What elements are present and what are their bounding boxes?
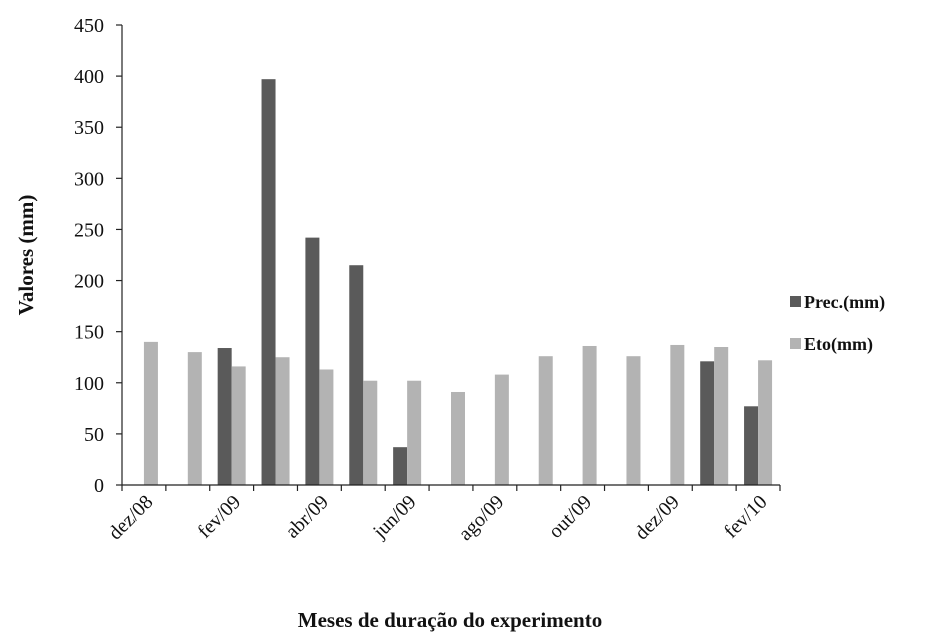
y-tick-label: 350 bbox=[74, 117, 104, 139]
y-tick-label: 450 bbox=[74, 15, 104, 37]
x-axis-title: Meses de duração do experimento bbox=[298, 608, 602, 632]
y-axis: 0 50 100 150 200 250 300 350 400 450 bbox=[74, 15, 123, 497]
bar-eto bbox=[626, 356, 641, 485]
bar-eto bbox=[319, 369, 334, 485]
x-tick-label: fev/10 bbox=[720, 491, 772, 543]
y-tick-label: 100 bbox=[74, 373, 104, 395]
y-tick-label: 50 bbox=[84, 424, 104, 446]
x-axis: dez/08 fev/09 abr/09 jun/09 ago/09 out/09 dez/… bbox=[104, 484, 781, 545]
bar-prec bbox=[744, 406, 759, 485]
x-tick-label: abr/09 bbox=[281, 491, 333, 543]
bar-eto bbox=[187, 352, 202, 485]
bar-prec bbox=[217, 348, 232, 485]
bar-prec bbox=[349, 265, 364, 485]
bar-eto bbox=[582, 345, 597, 485]
bar-eto bbox=[451, 391, 465, 485]
x-tick-label: jun/09 bbox=[368, 491, 420, 543]
legend-swatch bbox=[790, 296, 801, 307]
y-tick-label: 300 bbox=[74, 168, 104, 190]
bar-eto bbox=[363, 380, 378, 485]
bar-prec bbox=[261, 79, 276, 485]
x-tick-label: out/09 bbox=[544, 491, 596, 543]
bar-eto bbox=[143, 341, 158, 485]
x-tick-label: ago/09 bbox=[454, 491, 508, 545]
bar-prec bbox=[700, 361, 715, 485]
bars bbox=[143, 79, 773, 485]
bar-eto bbox=[758, 360, 773, 485]
bar-eto bbox=[275, 357, 290, 485]
x-tick-label: dez/08 bbox=[104, 491, 157, 544]
legend-label: Eto(mm) bbox=[804, 334, 873, 355]
y-tick-label: 250 bbox=[74, 219, 104, 241]
bar-eto bbox=[538, 356, 553, 485]
y-axis-title: Valores (mm) bbox=[14, 195, 38, 316]
y-tick-label: 400 bbox=[74, 66, 104, 88]
y-tick-label: 0 bbox=[94, 475, 104, 497]
bar-eto bbox=[670, 344, 685, 485]
bar-prec bbox=[305, 237, 320, 485]
x-tick-label: dez/09 bbox=[631, 491, 684, 544]
bar-eto bbox=[494, 374, 509, 485]
x-tick-label: fev/09 bbox=[194, 491, 246, 543]
bar-eto bbox=[407, 380, 422, 485]
y-tick-label: 150 bbox=[74, 322, 104, 344]
bar-prec bbox=[393, 447, 408, 485]
legend-swatch bbox=[790, 338, 801, 349]
bar-eto bbox=[714, 347, 729, 485]
y-tick-label: 200 bbox=[74, 271, 104, 293]
bar-eto bbox=[231, 366, 246, 485]
legend: Prec.(mm) Eto(mm) bbox=[790, 292, 885, 355]
legend-label: Prec.(mm) bbox=[804, 292, 885, 313]
